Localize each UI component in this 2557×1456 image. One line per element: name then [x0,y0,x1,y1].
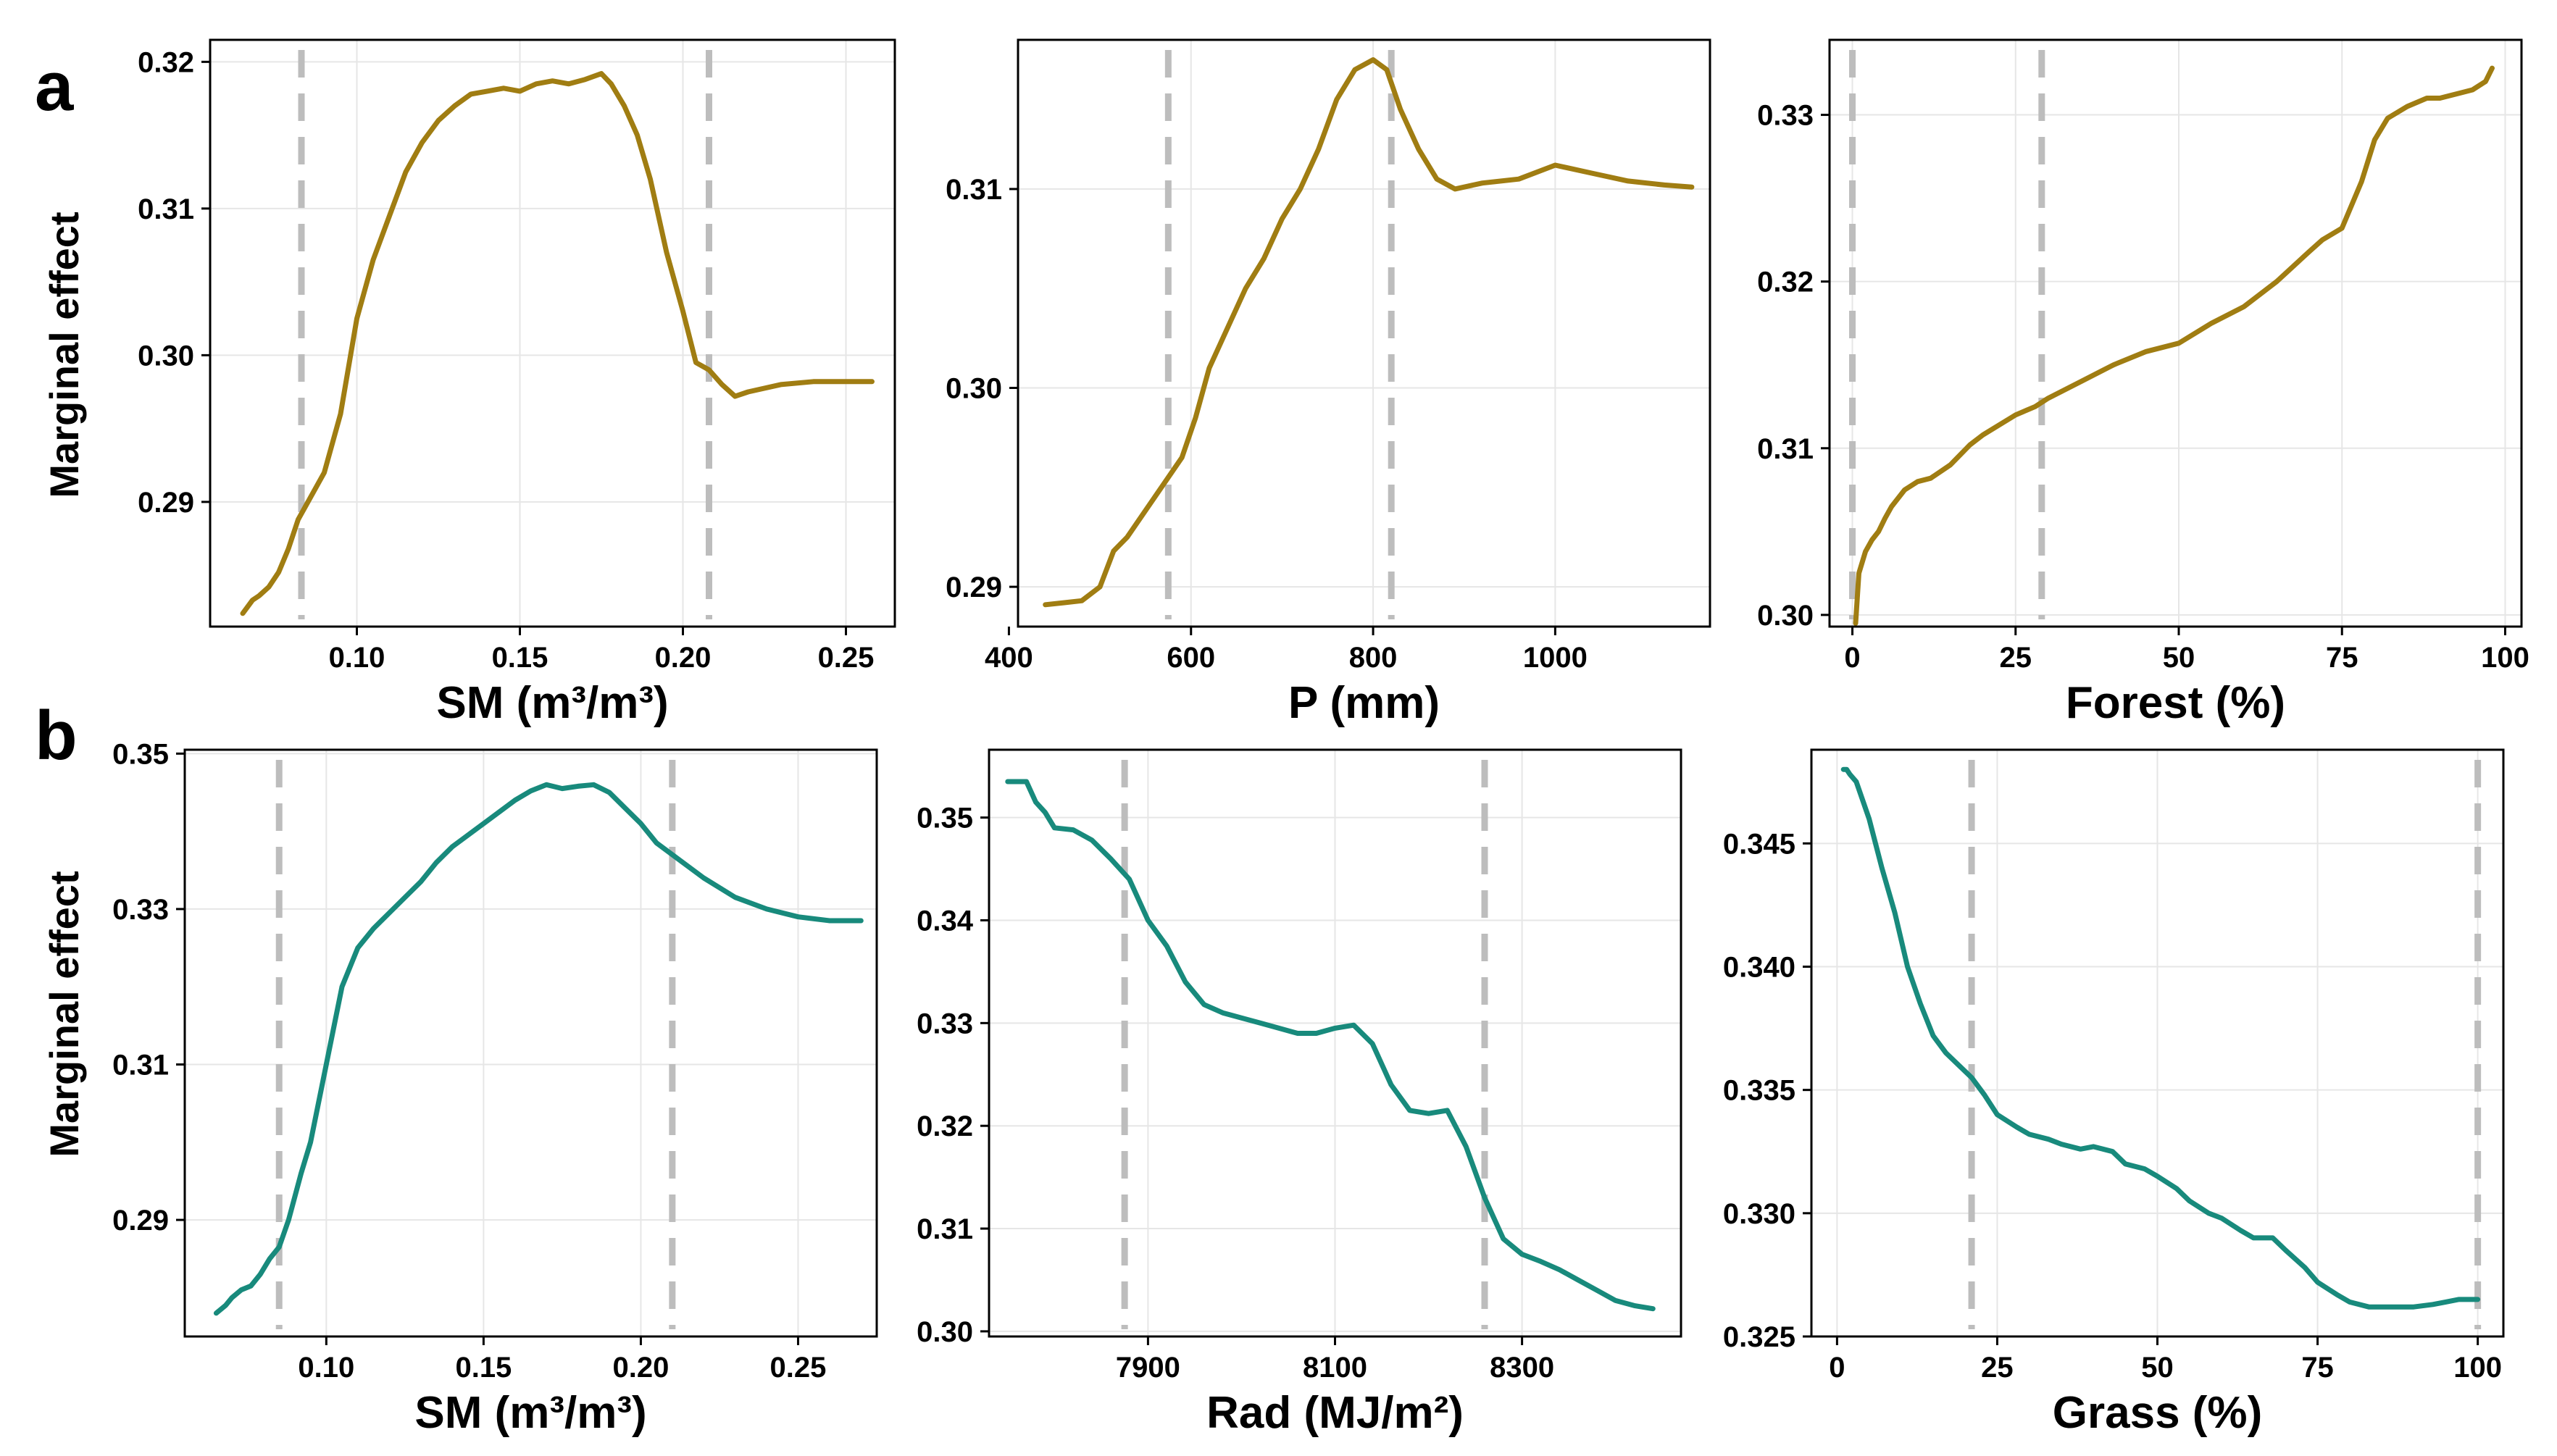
y-tick-label: 0.29 [112,1205,169,1237]
x-axis-title: SM (m³/m³) [436,678,668,728]
panel-label-a: a [35,48,74,125]
x-tick-label: 100 [2453,1352,2502,1384]
grid [1018,40,1710,627]
x-tick-label: 0.20 [655,642,712,674]
y-tick-label: 0.31 [1757,433,1814,465]
ylabel-row-b: Marginal effect [41,871,87,1157]
x-axis-title: Forest (%) [2066,678,2285,728]
x-tick-label: 0.15 [455,1352,512,1384]
chart-panel-1: 0.10 0.15 0.20 0.25 0.29 0.30 0.31 0.32 SM (m³/m… [138,38,896,728]
x-tick-label: 0.25 [770,1352,827,1384]
y-tick-label: 0.35 [917,803,973,834]
y-tick-label: 0.31 [138,193,194,225]
x-tick-label: 100 [2481,642,2529,674]
series-line [1840,766,2481,1310]
y-tick-label: 0.325 [1723,1321,1795,1353]
y-tick-label: 0.340 [1723,951,1795,983]
x-tick-label: 0.25 [818,642,875,674]
x-tick-label: 25 [1981,1352,2014,1384]
x-tick-label: 600 [1167,642,1215,674]
y-tick-label: 0.35 [112,738,169,770]
chart-panel-2: 400 600 800 1000 0.29 0.30 0.31 P (mm) [946,38,1711,728]
x-tick-label: 8100 [1303,1352,1367,1384]
y-tick-label: 0.345 [1723,828,1795,860]
chart-panel-6: 0 25 50 75 100 0.325 0.330 0.335 0.340 0.345 Grass… [1723,748,2505,1438]
x-axis-title: Grass (%) [2053,1388,2262,1438]
x-tick-label: 800 [1349,642,1398,674]
y-tick-label: 0.335 [1723,1075,1795,1107]
x-tick-label: 1000 [1523,642,1588,674]
series-line [240,71,875,616]
plot-frame [1017,38,1711,628]
x-axis-title: Rad (MJ/m²) [1206,1388,1464,1438]
y-tick-label: 0.30 [946,373,1002,405]
y-tick-label: 0.32 [138,46,194,78]
y-tick-label: 0.33 [917,1008,973,1039]
chart-panel-5: 7900 8100 8300 0.30 0.31 0.32 0.33 0.34 0.35 Rad … [917,748,1682,1438]
y-tick-label: 0.32 [917,1110,973,1142]
y-tick-label: 0.32 [1757,267,1814,298]
x-tick-label: 0 [1829,1352,1845,1384]
x-tick-label: 0.20 [613,1352,670,1384]
grid [989,750,1681,1336]
y-tick-label: 0.29 [138,487,194,519]
x-axis-title: SM (m³/m³) [414,1388,646,1438]
x-tick-label: 75 [2301,1352,2334,1384]
x-tick-label: 50 [2163,642,2195,674]
x-tick-label: 400 [985,642,1033,674]
x-tick-label: 0.15 [492,642,548,674]
series-line [1043,57,1695,608]
plot-frame [183,748,878,1338]
y-tick-label: 0.30 [917,1316,973,1348]
grid [210,40,895,627]
x-tick-label: 75 [2326,642,2358,674]
grid [185,750,877,1336]
y-tick-label: 0.33 [112,894,169,926]
y-tick-label: 0.33 [1757,100,1814,132]
series-line [1853,65,2495,626]
plot-frame [209,38,896,628]
x-tick-label: 0.10 [298,1352,354,1384]
x-tick-label: 0.10 [329,642,385,674]
y-tick-label: 0.30 [138,340,194,372]
y-tick-label: 0.330 [1723,1198,1795,1230]
plot-frame [1828,38,2523,628]
x-tick-label: 0 [1844,642,1860,674]
y-tick-label: 0.31 [917,1213,973,1245]
y-tick-label: 0.31 [112,1050,169,1081]
y-tick-label: 0.31 [946,174,1002,206]
y-tick-label: 0.30 [1757,600,1814,632]
chart-panel-4: 0.10 0.15 0.20 0.25 0.29 0.31 0.33 0.35 SM (m³/m… [112,738,878,1438]
x-tick-label: 8300 [1490,1352,1554,1384]
x-tick-label: 50 [2141,1352,2174,1384]
x-axis-title: P (mm) [1288,678,1440,728]
y-tick-label: 0.29 [946,572,1002,603]
chart-panel-3: 0 25 50 75 100 0.30 0.31 0.32 0.33 Forest (%) [1757,38,2529,728]
series-line [1005,779,1656,1312]
series-line [213,782,864,1316]
y-tick-label: 0.34 [917,905,974,937]
ylabel-row-a: Marginal effect [41,212,87,498]
panel-label-b: b [35,697,78,774]
x-tick-label: 7900 [1116,1352,1180,1384]
panels: 0.10 0.15 0.20 0.25 0.29 0.30 0.31 0.32 SM (m³/m… [112,38,2529,1438]
x-tick-label: 25 [2000,642,2032,674]
